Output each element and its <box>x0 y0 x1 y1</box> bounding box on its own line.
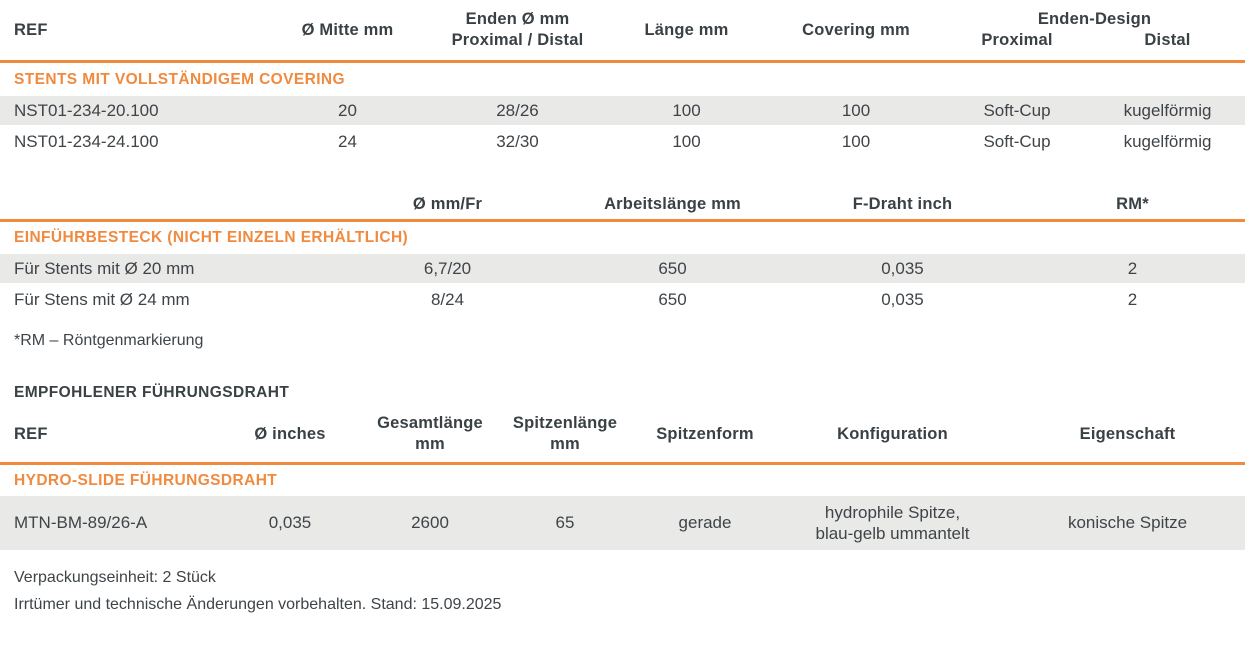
column-header-f-wire: F-Draht inch <box>852 195 953 213</box>
cell-ref: MTN-BM-89/26-A <box>14 513 148 532</box>
column-header-enden-design: Enden-Design <box>1037 10 1152 29</box>
guidewire-table-header: REF Ø inches Gesamtlänge mm Spitzenlänge… <box>0 406 1245 462</box>
orange-divider <box>0 219 1245 222</box>
cell-diameter: 8/24 <box>430 289 465 309</box>
column-header-ref: REF <box>14 424 48 443</box>
cell-rm: 2 <box>1127 258 1138 278</box>
orange-divider <box>0 60 1245 63</box>
table-row: NST01-234-24.100 24 32/30 100 100 Soft-C… <box>0 127 1245 158</box>
column-header-covering: Covering mm <box>802 20 910 39</box>
cell-laenge: 100 <box>672 100 701 120</box>
cell-total-length: 2600 <box>411 513 449 532</box>
cell-ref: NST01-234-20.100 <box>14 100 159 120</box>
cell-distal: kugelförmig <box>1123 131 1212 151</box>
column-header-property: Eigenschaft <box>1079 424 1176 443</box>
stent-table-header: REF Ø Mitte mm Enden Ø mm Proximal / Dis… <box>0 0 1245 60</box>
column-header-ref: REF <box>14 20 48 39</box>
datasheet-page: REF Ø Mitte mm Enden Ø mm Proximal / Dis… <box>0 0 1245 618</box>
cell-diameter: 0,035 <box>268 513 312 532</box>
rm-footnote: *RM – Röntgenmarkierung <box>14 332 204 349</box>
column-header-laenge: Länge mm <box>644 20 729 39</box>
cell-rm: 2 <box>1127 289 1138 309</box>
cell-f-wire: 0,035 <box>881 258 924 278</box>
column-header-total-length: Gesamtlänge mm <box>365 406 495 462</box>
cell-distal: kugelförmig <box>1123 100 1212 120</box>
column-header-total-length-line1: Gesamtlänge <box>377 414 483 433</box>
column-header-tip-length-line2: mm <box>550 435 580 453</box>
cell-configuration-line2: blau-gelb ummantelt <box>815 524 970 543</box>
cell-configuration-line1: hydrophile Spitze, <box>824 502 961 522</box>
table-row: MTN-BM-89/26-A 0,035 2600 65 gerade hydr… <box>0 496 1245 552</box>
cell-f-wire: 0,035 <box>881 289 924 309</box>
column-header-working-length: Arbeitslänge mm <box>604 195 741 213</box>
column-header-tip-shape: Spitzenform <box>656 424 754 443</box>
cell-proximal: Soft-Cup <box>983 131 1051 151</box>
table-row: Für Stens mit Ø 24 mm 8/24 650 0,035 2 <box>0 285 1245 316</box>
cell-ref: NST01-234-24.100 <box>14 131 159 151</box>
cell-enden: 32/30 <box>496 131 539 151</box>
orange-divider <box>0 462 1245 465</box>
cell-covering: 100 <box>841 100 871 120</box>
cell-property: konische Spitze <box>1067 513 1188 532</box>
cell-configuration: hydrophile Spitze, blau-gelb ummantelt <box>775 496 1010 550</box>
column-header-empty <box>0 190 335 219</box>
cell-working-length: 650 <box>658 289 687 309</box>
introducer-table-header: Ø mm/Fr Arbeitslänge mm F-Draht inch RM* <box>0 190 1245 219</box>
column-header-total-length-line2: mm <box>415 435 445 453</box>
cell-proximal: Soft-Cup <box>983 100 1051 120</box>
column-header-enden: Enden Ø mm Proximal / Distal <box>430 0 605 60</box>
column-header-diameter: Ø mm/Fr <box>412 195 483 213</box>
section-header-introducer: EINFÜHRBESTECK (NICHT EINZELN ERHÄLTLICH… <box>0 222 1245 254</box>
table-row: NST01-234-20.100 20 28/26 100 100 Soft-C… <box>0 96 1245 127</box>
cell-diameter: 6,7/20 <box>423 258 472 278</box>
disclaimer-note: Irrtümer und technische Änderungen vorbe… <box>14 596 502 613</box>
column-header-enden-design-group: Enden-Design Proximal Distal <box>944 0 1245 60</box>
column-header-diameter: Ø inches <box>254 424 326 443</box>
column-header-rm: RM* <box>1116 195 1149 213</box>
column-header-tip-length: Spitzenlänge mm <box>495 406 635 462</box>
cell-tip-length: 65 <box>555 513 575 532</box>
table-row: Für Stents mit Ø 20 mm 6,7/20 650 0,035 … <box>0 254 1245 285</box>
section-header-stents: STENTS MIT VOLLSTÄNDIGEM COVERING <box>0 63 1245 96</box>
cell-tip-shape: gerade <box>678 513 732 532</box>
column-header-design-distal: Distal <box>1144 31 1191 49</box>
column-header-enden-line2: Proximal / Distal <box>451 31 584 49</box>
cell-laenge: 100 <box>672 131 701 151</box>
cell-enden: 28/26 <box>496 100 539 120</box>
cell-label: Für Stents mit Ø 20 mm <box>14 258 195 278</box>
page-footer: Verpackungseinheit: 2 Stück Irrtümer und… <box>0 564 1245 618</box>
cell-working-length: 650 <box>658 258 687 278</box>
column-header-design-proximal: Proximal <box>981 31 1053 49</box>
packaging-note: Verpackungseinheit: 2 Stück <box>14 569 216 586</box>
column-header-mitte: Ø Mitte mm <box>301 20 394 39</box>
column-header-tip-length-line1: Spitzenlänge <box>512 414 618 433</box>
cell-mitte: 20 <box>338 100 357 120</box>
column-header-configuration: Konfiguration <box>837 424 948 443</box>
guidewire-table-title: EMPFOHLENER FÜHRUNGSDRAHT <box>14 384 290 401</box>
cell-label: Für Stens mit Ø 24 mm <box>14 289 190 309</box>
table-gap <box>0 158 1245 190</box>
column-header-enden-line1: Enden Ø mm <box>465 10 570 29</box>
cell-covering: 100 <box>841 131 871 151</box>
section-header-guidewire: HYDRO-SLIDE FÜHRUNGSDRAHT <box>0 465 1245 496</box>
cell-mitte: 24 <box>338 131 357 151</box>
